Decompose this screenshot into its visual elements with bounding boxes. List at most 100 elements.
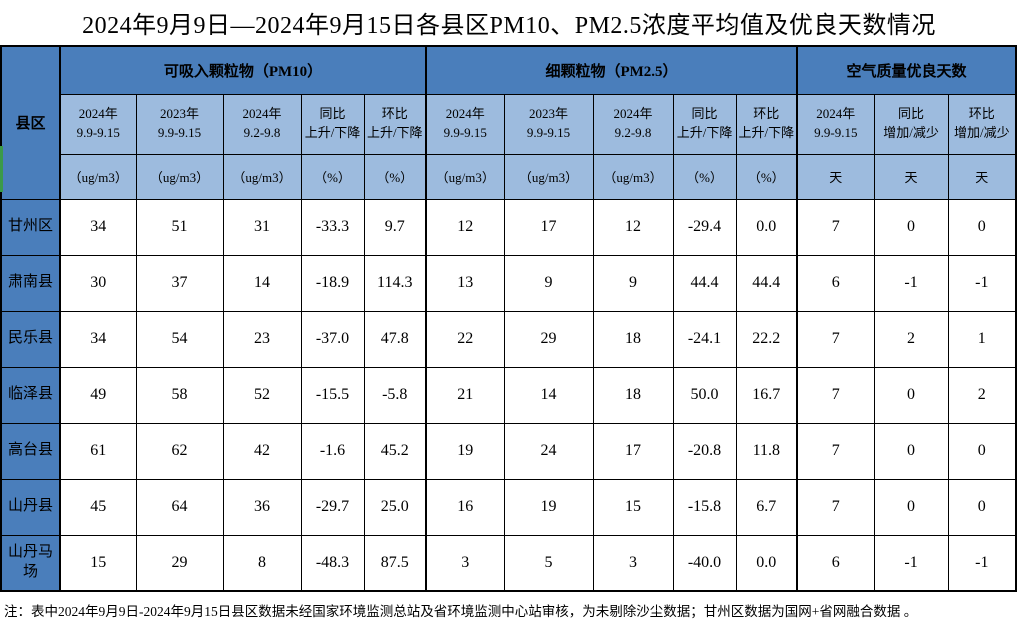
data-cell: 16 — [425, 478, 505, 536]
data-cell: 54 — [135, 310, 224, 368]
data-cell: -40.0 — [672, 534, 737, 592]
subheader-line: 2024年 — [78, 106, 118, 122]
data-cell: 49 — [59, 366, 137, 424]
unit-cell: （ug/m3） — [503, 153, 594, 200]
data-cell: 11.8 — [735, 422, 798, 480]
data-cell: 9.7 — [363, 198, 427, 256]
data-cell: 25.0 — [363, 478, 427, 536]
data-cell: -15.5 — [300, 366, 365, 424]
data-cell: 0.0 — [735, 534, 798, 592]
data-cell: 62 — [135, 422, 224, 480]
data-cell: 36 — [222, 478, 302, 536]
data-cell: 2 — [873, 310, 949, 368]
subheader-cell: 环比 增加/减少 — [947, 93, 1017, 155]
data-cell: -37.0 — [300, 310, 365, 368]
row-label: 民乐县 — [0, 310, 61, 368]
data-cell: 0 — [873, 422, 949, 480]
data-cell: -5.8 — [363, 366, 427, 424]
data-cell: -20.8 — [672, 422, 737, 480]
subheader-line: 增加/减少 — [883, 125, 939, 140]
subheader-line: 2024年 — [613, 106, 653, 122]
subheader-line: 9.9-9.15 — [526, 125, 571, 140]
data-cell: 5 — [503, 534, 594, 592]
data-cell: 0 — [947, 478, 1017, 536]
table-row: 肃南县 30 37 14 -18.9 114.3 13 9 9 44.4 44.… — [0, 254, 1017, 312]
subheader-line: 2024年 — [242, 106, 282, 122]
subheader-line: 9.9-9.15 — [814, 125, 858, 140]
data-cell: 0 — [873, 478, 949, 536]
subheader-cell: 2024年 9.2-9.8 — [592, 93, 674, 155]
data-cell: 17 — [592, 422, 674, 480]
data-cell: 16.7 — [735, 366, 798, 424]
data-cell: 7 — [796, 422, 875, 480]
data-cell: 45.2 — [363, 422, 427, 480]
data-cell: 13 — [425, 254, 505, 312]
data-cell: 3 — [592, 534, 674, 592]
data-cell: -24.1 — [672, 310, 737, 368]
data-cell: 45 — [59, 478, 137, 536]
data-cell: 30 — [59, 254, 137, 312]
table-row: 民乐县 34 54 23 -37.0 47.8 22 29 18 -24.1 2… — [0, 310, 1017, 368]
data-cell: 87.5 — [363, 534, 427, 592]
data-cell: 44.4 — [735, 254, 798, 312]
data-cell: 52 — [222, 366, 302, 424]
unit-cell: 天 — [947, 153, 1017, 200]
row-label: 高台县 — [0, 422, 61, 480]
subheader-line: 环比 — [753, 106, 780, 122]
row-label: 甘州区 — [0, 198, 61, 256]
subheader-line: 9.9-9.15 — [76, 125, 120, 140]
data-cell: 2 — [947, 366, 1017, 424]
subheader-line: 2023年 — [159, 106, 199, 122]
data-cell: 0 — [947, 422, 1017, 480]
data-cell: 22 — [425, 310, 505, 368]
unit-cell: （%） — [672, 153, 737, 200]
subheader-line: 环比 — [968, 106, 995, 122]
unit-cell: （ug/m3） — [425, 153, 505, 200]
data-cell: 0.0 — [735, 198, 798, 256]
unit-cell: （%） — [363, 153, 427, 200]
group-header-good-days: 空气质量优良天数 — [796, 45, 1017, 95]
data-cell: 14 — [503, 366, 594, 424]
subheader-cell: 同比 增加/减少 — [873, 93, 949, 155]
data-cell: 8 — [222, 534, 302, 592]
data-cell: 19 — [425, 422, 505, 480]
data-cell: 6.7 — [735, 478, 798, 536]
data-cell: 12 — [592, 198, 674, 256]
subheader-line: 环比 — [381, 106, 408, 122]
data-cell: 114.3 — [363, 254, 427, 312]
subheader-cell: 2023年 9.9-9.15 — [135, 93, 224, 155]
subheader-cell: 环比 上升/下降 — [735, 93, 798, 155]
table-row: 临泽县 49 58 52 -15.5 -5.8 21 14 18 50.0 16… — [0, 366, 1017, 424]
data-cell: 47.8 — [363, 310, 427, 368]
subheader-cell: 2024年 9.9-9.15 — [796, 93, 875, 155]
data-cell: 24 — [503, 422, 594, 480]
data-cell: 18 — [592, 310, 674, 368]
page-title: 2024年9月9日—2024年9月15日各县区PM10、PM2.5浓度平均值及优… — [82, 13, 936, 39]
subheader-line: 上升/下降 — [304, 125, 361, 140]
data-cell: 15 — [59, 534, 137, 592]
data-cell: -15.8 — [672, 478, 737, 536]
data-cell: 1 — [947, 310, 1017, 368]
data-cell: 12 — [425, 198, 505, 256]
footnote: 注：表中2024年9月9日-2024年9月15日县区数据未经国家环境监测总站及省… — [4, 604, 918, 619]
subheader-cell: 2023年 9.9-9.15 — [503, 93, 594, 155]
subheader-cell: 2024年 9.9-9.15 — [425, 93, 505, 155]
data-cell: -1 — [873, 534, 949, 592]
data-cell: 23 — [222, 310, 302, 368]
data-cell: 29 — [503, 310, 594, 368]
data-cell: 14 — [222, 254, 302, 312]
data-cell: 22.2 — [735, 310, 798, 368]
data-cell: 58 — [135, 366, 224, 424]
data-cell: 42 — [222, 422, 302, 480]
data-cell: 15 — [592, 478, 674, 536]
group-header-pm25: 细颗粒物（PM2.5） — [425, 45, 798, 95]
data-cell: -48.3 — [300, 534, 365, 592]
subheader-line: 9.9-9.15 — [157, 125, 202, 140]
subheader-line: 9.2-9.8 — [243, 125, 281, 140]
data-cell: 19 — [503, 478, 594, 536]
unit-cell: （ug/m3） — [222, 153, 302, 200]
data-cell: -1.6 — [300, 422, 365, 480]
data-cell: -33.3 — [300, 198, 365, 256]
pm-data-table: 县区 可吸入颗粒物（PM10） 细颗粒物（PM2.5） 空气质量优良天数 202… — [0, 45, 1018, 592]
unit-cell: 天 — [873, 153, 949, 200]
